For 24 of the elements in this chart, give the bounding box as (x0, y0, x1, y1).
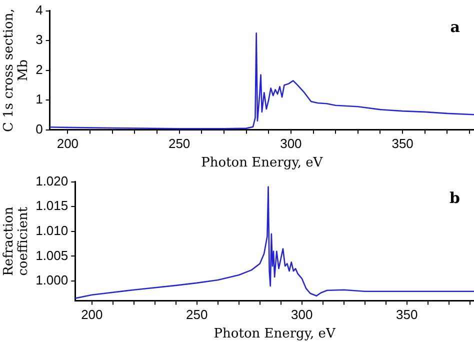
x-tick-label: 250 (186, 307, 208, 322)
y-axis-title: C 1s cross section, Mb (2, 8, 31, 132)
y-tick-label: 1.020 (36, 173, 68, 188)
x-tick-label: 250 (168, 136, 190, 152)
y-tick-label: 1.010 (36, 222, 68, 238)
annotation: b (450, 189, 460, 208)
y-tick-label: 3 (36, 32, 43, 48)
y-tick-label: 2 (36, 62, 43, 77)
x-tick-label: 300 (291, 307, 313, 322)
y-tick-label: 0 (36, 121, 43, 136)
y-tick-label: 1.000 (36, 272, 68, 288)
y-axis-title: Refraction coefficient (2, 206, 31, 276)
x-axis-title: Photon Energy, eV (201, 156, 324, 171)
x-tick-label: 200 (81, 307, 103, 322)
y-tick-label: 1.005 (36, 248, 68, 263)
annotation: a (450, 18, 460, 36)
y-tick-label: 1 (36, 92, 43, 107)
x-tick-label: 350 (392, 136, 414, 152)
x-axis-title: Photon Energy, eV (214, 326, 336, 342)
y-tick-label: 4 (36, 2, 43, 18)
x-tick-label: 300 (280, 136, 302, 152)
y-tick-label: 1.015 (36, 198, 68, 214)
x-tick-label: 200 (56, 136, 79, 152)
x-tick-label: 350 (396, 307, 418, 322)
